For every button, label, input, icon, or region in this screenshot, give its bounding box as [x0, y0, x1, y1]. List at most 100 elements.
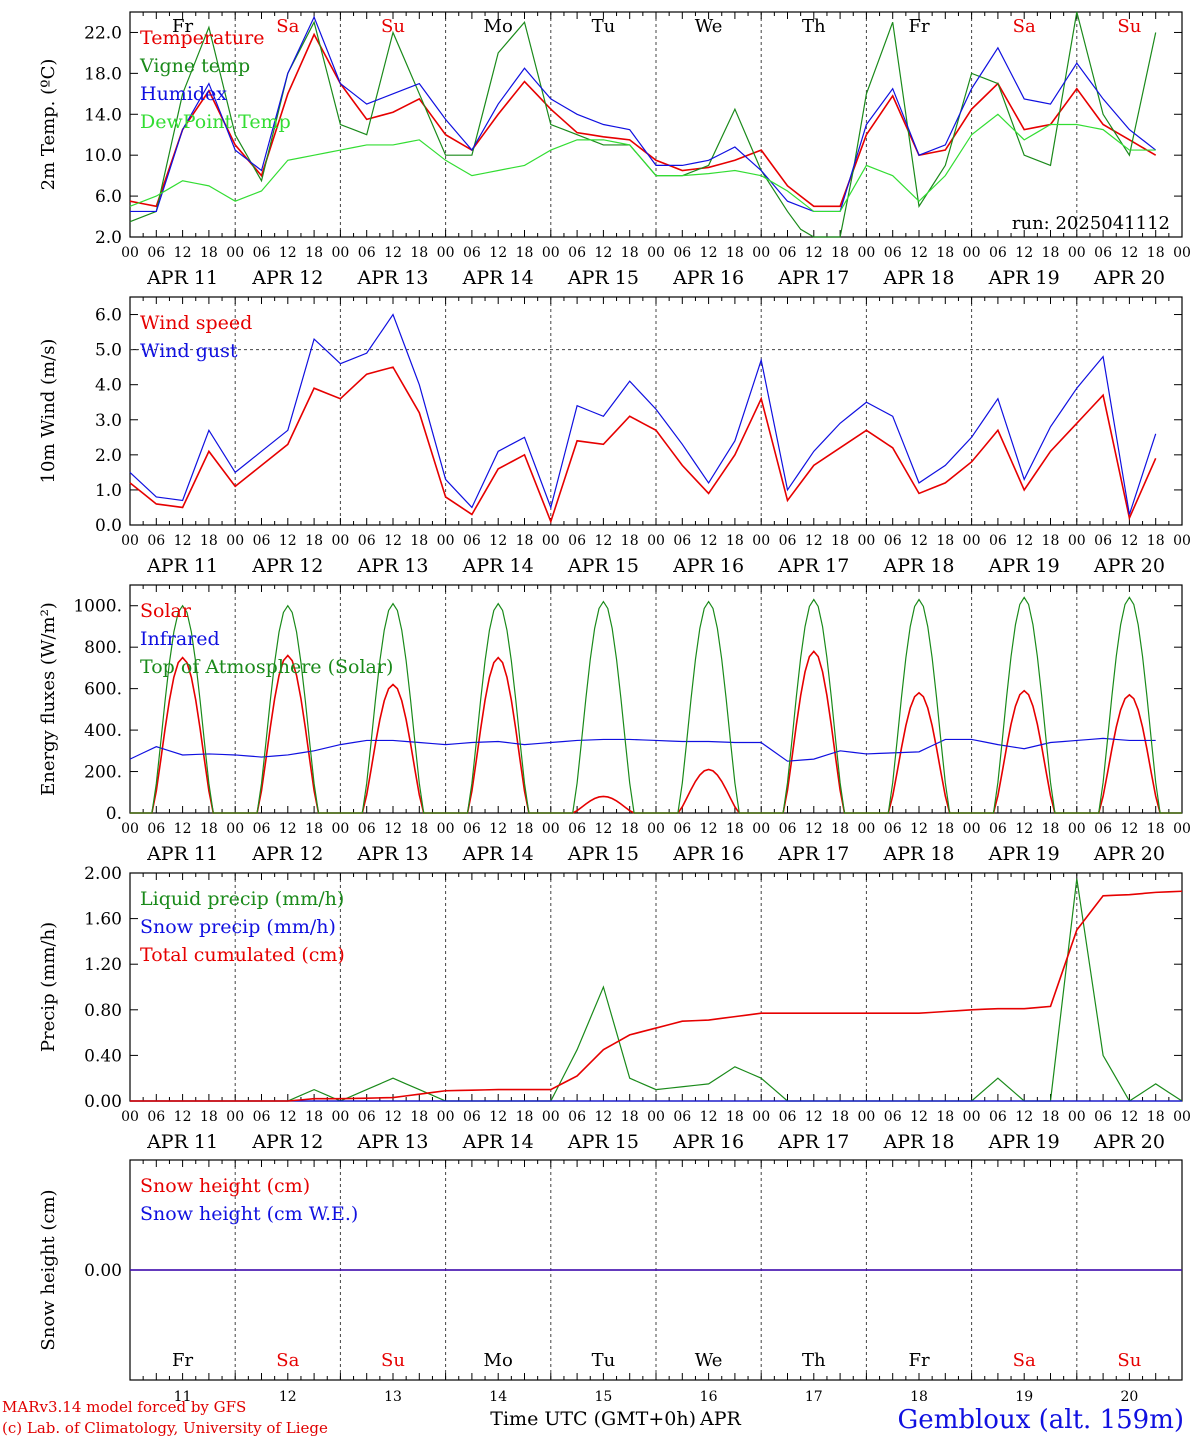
y-tick-label: 1.0 [95, 481, 122, 501]
hour-tick-label: 00 [647, 245, 665, 261]
panel-1 [129, 11, 1183, 238]
day-number-label: 11 [174, 1389, 192, 1405]
hour-tick-label: 12 [805, 245, 823, 261]
date-label: APR 18 [882, 267, 954, 289]
weekday-label: Su [1117, 16, 1141, 37]
hour-tick-label: 18 [1042, 533, 1060, 549]
hour-tick-label: 18 [410, 1109, 428, 1125]
hour-tick-label: 06 [1094, 533, 1112, 549]
hour-tick-label: 18 [621, 821, 639, 837]
y-tick-label: 0.40 [84, 1046, 122, 1066]
series-blue-line [130, 15, 1157, 213]
date-label: APR 16 [672, 843, 744, 865]
hour-tick-label: 12 [174, 1109, 192, 1125]
date-label: APR 18 [882, 1131, 954, 1153]
weekday-label: Sa [276, 16, 299, 37]
hour-tick-label: 06 [989, 1109, 1007, 1125]
hour-tick-label: 00 [1173, 245, 1191, 261]
series-blue-line [129, 313, 1157, 515]
hour-tick-label: 06 [884, 245, 902, 261]
model-credit: MARv3.14 model forced by GFS [2, 1398, 247, 1416]
hour-tick-label: 06 [673, 821, 691, 837]
weekday-label: Tu [592, 16, 616, 37]
hour-tick-label: 00 [1173, 533, 1191, 549]
run-annotation: run: 2025041112 [1012, 213, 1170, 234]
weekday-label: Fr [908, 16, 929, 37]
date-label: APR 17 [777, 1131, 849, 1153]
date-label: APR 11 [146, 555, 218, 577]
hour-tick-label: 18 [410, 533, 428, 549]
hour-tick-label: 06 [358, 533, 376, 549]
hour-tick-label: 06 [673, 533, 691, 549]
hour-tick-label: 12 [174, 245, 192, 261]
hour-tick-label: 00 [857, 821, 875, 837]
hour-tick-label: 18 [200, 245, 218, 261]
hour-tick-label: 12 [174, 821, 192, 837]
weekday-label: Fr [172, 1350, 193, 1371]
hour-tick-label: 18 [516, 533, 534, 549]
copyright-credit: (c) Lab. of Climatology, University of L… [2, 1419, 328, 1437]
hour-tick-label: 18 [936, 245, 954, 261]
y-tick-label: 6.0 [95, 306, 122, 326]
hour-tick-label: 06 [989, 245, 1007, 261]
hour-tick-label: 06 [1094, 1109, 1112, 1125]
hour-tick-label: 12 [594, 245, 612, 261]
y-tick-label: 1.20 [84, 955, 122, 975]
hour-tick-label: 18 [621, 1109, 639, 1125]
y-tick-label: 1000. [73, 597, 122, 617]
weekday-label: Th [802, 16, 826, 37]
series-lightgreen-line [129, 113, 1156, 213]
hour-tick-label: 00 [647, 533, 665, 549]
legend-entry: Total cumulated (cm) [140, 944, 345, 966]
date-label: APR 13 [356, 267, 428, 289]
day-number-label: 15 [594, 1389, 612, 1405]
hour-tick-label: 12 [805, 1109, 823, 1125]
hour-tick-label: 06 [989, 533, 1007, 549]
hour-tick-label: 06 [884, 1109, 902, 1125]
date-label: APR 19 [988, 555, 1060, 577]
hour-tick-label: 06 [1094, 245, 1112, 261]
hour-tick-label: 06 [147, 245, 165, 261]
hour-tick-label: 18 [726, 821, 744, 837]
hour-tick-label: 00 [1068, 245, 1086, 261]
hour-tick-label: 06 [463, 821, 481, 837]
hour-tick-label: 18 [1147, 245, 1165, 261]
weekday-label: Mo [484, 1350, 513, 1371]
hour-tick-label: 18 [1042, 245, 1060, 261]
x-axis-title: Time UTC (GMT+0h) [490, 1408, 696, 1430]
y-tick-label: 0. [106, 804, 122, 824]
hour-tick-label: 00 [121, 245, 139, 261]
hour-tick-label: 00 [121, 533, 139, 549]
hour-tick-label: 18 [621, 533, 639, 549]
date-label: APR 14 [462, 1131, 534, 1153]
hour-tick-label: 12 [279, 245, 297, 261]
date-label: APR 11 [146, 1131, 218, 1153]
legend-entry: Vigne temp [139, 55, 250, 77]
weekday-label: Su [381, 16, 405, 37]
day-number-label: 12 [279, 1389, 297, 1405]
y-tick-label: 400. [84, 721, 122, 741]
hour-tick-label: 12 [384, 245, 402, 261]
y-axis-label: 10m Wind (m/s) [38, 339, 59, 484]
date-label: APR 20 [1093, 555, 1165, 577]
legend-entry: Wind speed [140, 312, 252, 334]
hour-tick-label: 18 [1147, 533, 1165, 549]
hour-tick-label: 18 [621, 245, 639, 261]
date-label: APR 14 [462, 555, 534, 577]
hour-tick-label: 18 [305, 533, 323, 549]
hour-tick-label: 06 [568, 1109, 586, 1125]
hour-tick-label: 00 [963, 245, 981, 261]
date-label: APR 17 [777, 555, 849, 577]
hour-tick-label: 18 [305, 821, 323, 837]
hour-tick-label: 12 [910, 821, 928, 837]
date-label: APR 11 [146, 843, 218, 865]
hour-tick-label: 00 [331, 533, 349, 549]
day-number-label: 17 [805, 1389, 823, 1405]
date-label: APR 20 [1093, 1131, 1165, 1153]
y-tick-label: 0.00 [84, 1261, 122, 1281]
hour-tick-label: 18 [1147, 821, 1165, 837]
hour-tick-label: 12 [805, 533, 823, 549]
day-number-label: 18 [910, 1389, 928, 1405]
hour-tick-label: 00 [752, 821, 770, 837]
hour-tick-label: 00 [121, 1109, 139, 1125]
